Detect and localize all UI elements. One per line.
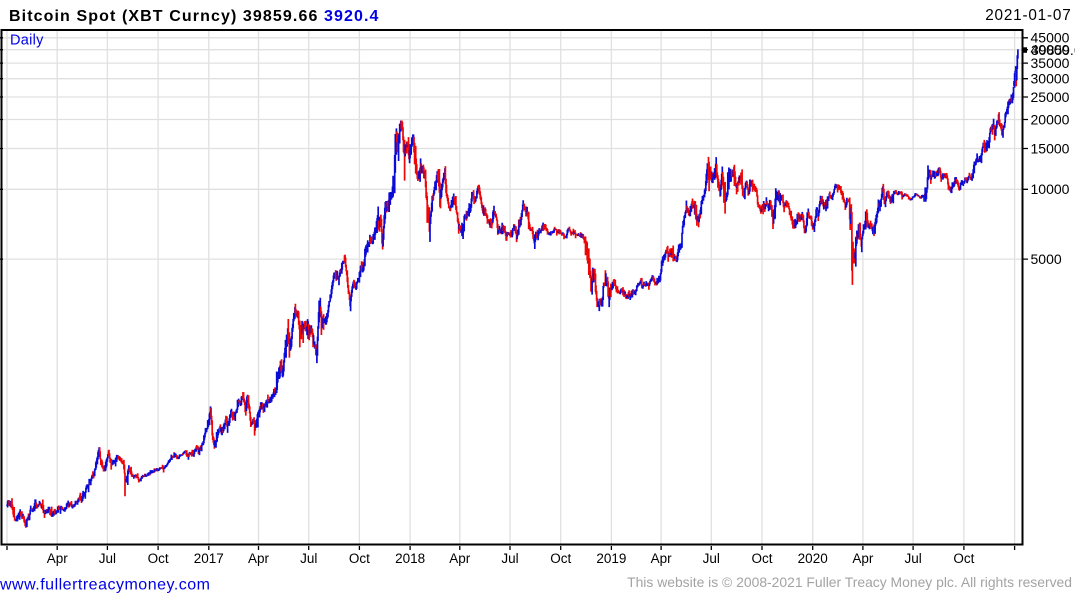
svg-text:This website is © 2008-2021 Fu: This website is © 2008-2021 Fuller Treac…	[627, 574, 1072, 590]
svg-text:Oct: Oct	[953, 551, 974, 566]
svg-text:5000: 5000	[1031, 251, 1062, 267]
svg-text:Apr: Apr	[852, 551, 874, 566]
svg-text:2017: 2017	[194, 551, 224, 566]
svg-text:2018: 2018	[395, 551, 425, 566]
svg-text:Jul: Jul	[99, 551, 116, 566]
svg-text:Oct: Oct	[751, 551, 772, 566]
svg-text:Apr: Apr	[47, 551, 69, 566]
svg-text:Jul: Jul	[300, 551, 317, 566]
svg-text:Oct: Oct	[148, 551, 169, 566]
svg-text:www.fullertreacymoney.com: www.fullertreacymoney.com	[0, 577, 210, 594]
svg-text:10000: 10000	[1031, 181, 1070, 197]
svg-text:40000: 40000	[1031, 42, 1070, 58]
svg-text:2019: 2019	[596, 551, 626, 566]
svg-text:30000: 30000	[1031, 71, 1070, 87]
svg-text:2020: 2020	[798, 551, 828, 566]
svg-text:Jul: Jul	[501, 551, 518, 566]
svg-text:20000: 20000	[1031, 111, 1070, 127]
svg-text:15000: 15000	[1031, 140, 1070, 156]
svg-text:2021-01-07: 2021-01-07	[985, 7, 1071, 24]
svg-text:Apr: Apr	[651, 551, 673, 566]
svg-text:Bitcoin Spot (XBT Curncy) 3985: Bitcoin Spot (XBT Curncy) 39859.66 3920.…	[9, 8, 380, 25]
svg-text:Daily: Daily	[10, 33, 44, 49]
svg-text:39859.66: 39859.66	[1031, 42, 1075, 58]
svg-text:Oct: Oct	[349, 551, 370, 566]
svg-text:25000: 25000	[1031, 89, 1070, 105]
svg-text:Oct: Oct	[550, 551, 571, 566]
svg-text:Jul: Jul	[904, 551, 921, 566]
svg-text:35000: 35000	[1031, 55, 1070, 71]
svg-text:Apr: Apr	[248, 551, 270, 566]
svg-text:Apr: Apr	[449, 551, 471, 566]
svg-text:Jul: Jul	[703, 551, 720, 566]
svg-text:45000: 45000	[1031, 30, 1070, 46]
